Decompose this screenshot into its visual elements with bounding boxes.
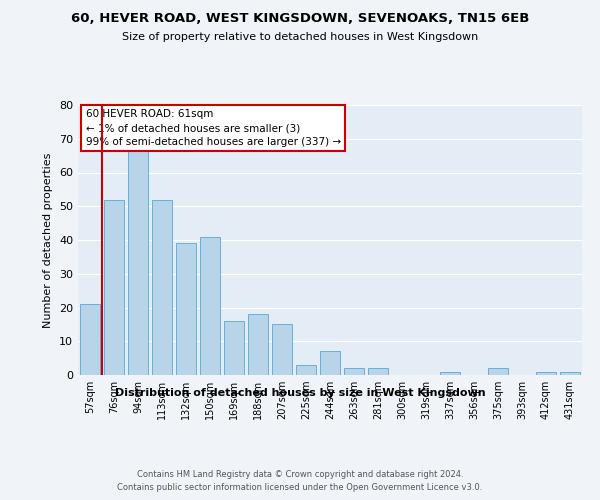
Bar (296, 365, 316, 375)
Text: Contains public sector information licensed under the Open Government Licence v3: Contains public sector information licen… (118, 482, 482, 492)
Bar (536, 372, 556, 375)
Bar (344, 368, 364, 375)
Bar (176, 244, 196, 375)
Bar (320, 352, 340, 375)
Bar (104, 200, 124, 375)
Bar (560, 372, 580, 375)
Bar (272, 324, 292, 375)
Bar (248, 314, 268, 375)
Bar (128, 149, 148, 375)
Bar (368, 368, 388, 375)
Text: Contains HM Land Registry data © Crown copyright and database right 2024.: Contains HM Land Registry data © Crown c… (137, 470, 463, 479)
Bar (488, 368, 508, 375)
Bar (440, 372, 460, 375)
Bar (200, 236, 220, 375)
Text: Size of property relative to detached houses in West Kingsdown: Size of property relative to detached ho… (122, 32, 478, 42)
Bar (80, 304, 100, 375)
Text: Distribution of detached houses by size in West Kingsdown: Distribution of detached houses by size … (115, 388, 485, 398)
Bar (224, 321, 244, 375)
Y-axis label: Number of detached properties: Number of detached properties (43, 152, 53, 328)
Text: 60, HEVER ROAD, WEST KINGSDOWN, SEVENOAKS, TN15 6EB: 60, HEVER ROAD, WEST KINGSDOWN, SEVENOAK… (71, 12, 529, 26)
Bar (152, 200, 172, 375)
Text: 60 HEVER ROAD: 61sqm
← 1% of detached houses are smaller (3)
99% of semi-detache: 60 HEVER ROAD: 61sqm ← 1% of detached ho… (86, 109, 341, 147)
